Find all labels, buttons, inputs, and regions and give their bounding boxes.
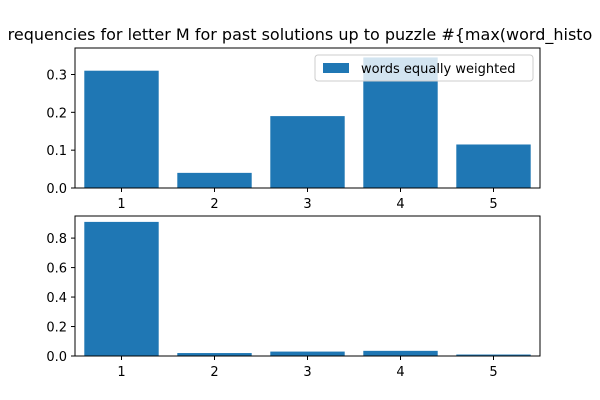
bottom-y-tick-label: 0.6 [46,262,67,277]
bottom-x-tick-label: 1 [117,365,125,380]
bottom-x-tick-label: 3 [303,365,311,380]
top-y-tick-label: 0.2 [46,106,67,121]
bottom-y-tick-label: 0.8 [46,232,67,247]
legend-swatch [323,63,349,73]
bottom-x-tick-label: 2 [210,365,218,380]
top-x-tick-label: 2 [210,197,218,212]
bottom-bar-1 [84,221,159,356]
bottom-y-tick-label: 0.4 [46,291,67,306]
top-y-tick-label: 0.1 [46,144,67,159]
top-y-tick-label: 0.0 [46,182,67,197]
bottom-bar-3 [270,351,345,356]
top-bar-3 [270,116,345,188]
bottom-bar-5 [456,354,531,356]
legend-label: words equally weighted [361,62,515,77]
bottom-bar-2 [177,353,252,356]
bottom-y-tick-label: 0.2 [46,321,67,336]
chart-title: requencies for letter M for past solutio… [8,25,593,45]
bottom-x-tick-label: 4 [396,365,404,380]
top-bar-chart: 1 2 3 4 5 0.0 0.1 0.2 0.3 words equally weighted [46,47,541,212]
top-x-tick-label: 1 [117,197,125,212]
legend-box [314,54,534,82]
top-x-tick-label: 3 [303,197,311,212]
bottom-bar-4 [363,350,438,356]
top-bar-2 [177,172,252,188]
top-y-tick-label: 0.3 [46,68,67,83]
bottom-x-tick-label: 5 [489,365,497,380]
top-bar-1 [84,70,159,188]
top-bar-5 [456,144,531,188]
top-x-tick-label: 5 [489,197,497,212]
bottom-y-tick-label: 0.0 [46,350,67,365]
bottom-bar-chart: 1 2 3 4 5 0.0 0.2 0.4 0.6 0.8 [46,215,541,380]
top-x-tick-label: 4 [396,197,404,212]
